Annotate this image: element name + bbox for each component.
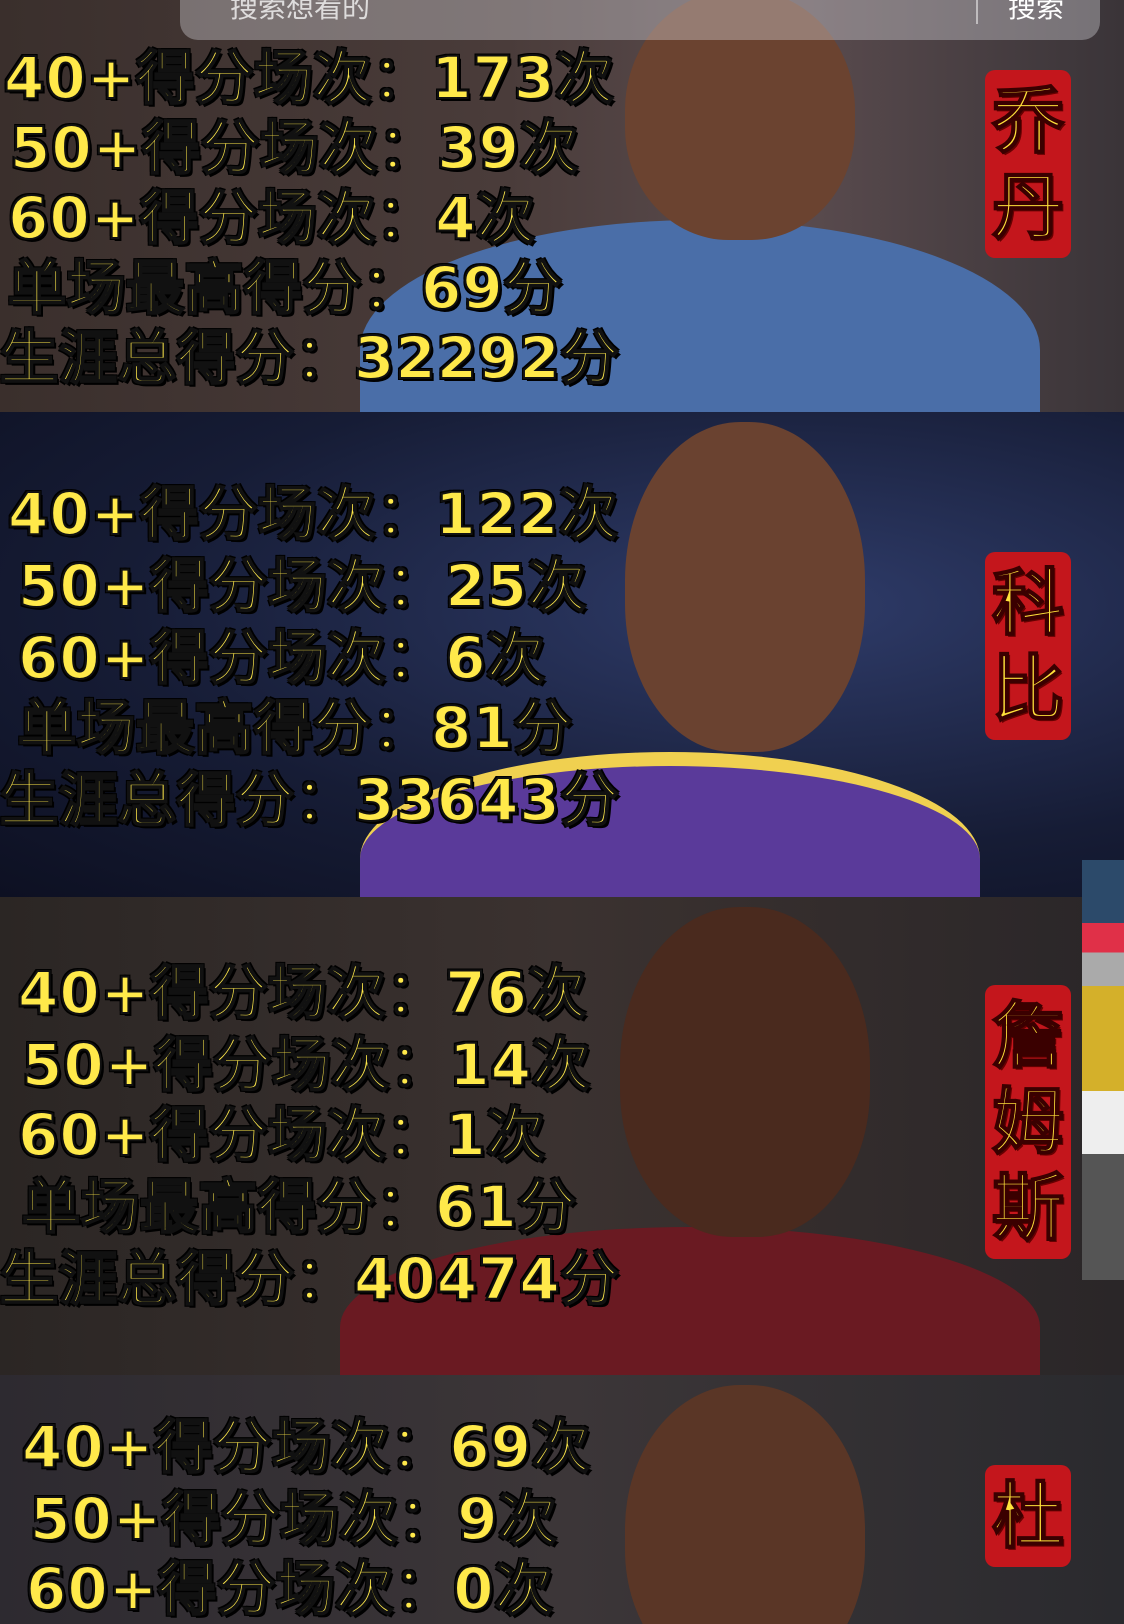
- player-photo-head: [625, 0, 855, 240]
- player-photo-head: [620, 907, 870, 1237]
- stat-50-plus: 50+得分场次：25次: [17, 552, 588, 620]
- player-name-label: 乔丹: [985, 70, 1071, 258]
- stat-40-plus: 40+得分场次：122次: [7, 480, 619, 548]
- stat-career-total: 生涯总得分：40474分: [0, 1245, 620, 1313]
- player-name-label: 杜: [985, 1465, 1071, 1567]
- stat-60-plus: 60+得分场次：0次: [25, 1555, 554, 1623]
- stat-60-plus: 60+得分场次：1次: [17, 1101, 546, 1169]
- player-name-label: 詹姆斯: [985, 985, 1071, 1259]
- stat-50-plus: 50+得分场次：14次: [21, 1031, 592, 1099]
- player-name-label: 科比: [985, 552, 1071, 740]
- stat-60-plus: 60+得分场次：6次: [17, 624, 546, 692]
- player-card-kobe: 40+得分场次：122次 50+得分场次：25次 60+得分场次：6次 单场最高…: [0, 412, 1124, 897]
- stat-50-plus: 50+得分场次：9次: [29, 1485, 558, 1553]
- stat-career-total: 生涯总得分：32292分: [0, 324, 620, 392]
- stat-career-high: 单场最高得分：69分: [7, 254, 563, 322]
- player-card-james: 40+得分场次：76次 50+得分场次：14次 60+得分场次：1次 单场最高得…: [0, 897, 1124, 1375]
- stat-40-plus: 40+得分场次：69次: [21, 1413, 592, 1481]
- stat-career-high: 单场最高得分：61分: [21, 1173, 577, 1241]
- player-photo-head: [625, 1385, 865, 1624]
- player-photo-head: [625, 422, 865, 752]
- pixelated-overlay: [1082, 860, 1124, 1280]
- stat-career-total: 生涯总得分：33643分: [0, 766, 620, 834]
- stat-career-high: 单场最高得分：81分: [17, 694, 573, 762]
- search-bar[interactable]: 搜索想看的 搜索: [180, 0, 1100, 40]
- stat-50-plus: 50+得分场次：39次: [9, 114, 580, 182]
- search-input[interactable]: 搜索想看的: [230, 0, 371, 24]
- stat-40-plus: 40+得分场次：173次: [3, 44, 615, 112]
- player-card-durant: 40+得分场次：69次 50+得分场次：9次 60+得分场次：0次 杜: [0, 1375, 1124, 1624]
- player-card-jordan: 40+得分场次：173次 50+得分场次：39次 60+得分场次：4次 单场最高…: [0, 0, 1124, 412]
- search-button[interactable]: 搜索: [975, 0, 1064, 24]
- stat-60-plus: 60+得分场次：4次: [7, 184, 536, 252]
- player-photo-body: [340, 1227, 1040, 1375]
- stat-40-plus: 40+得分场次：76次: [17, 959, 588, 1027]
